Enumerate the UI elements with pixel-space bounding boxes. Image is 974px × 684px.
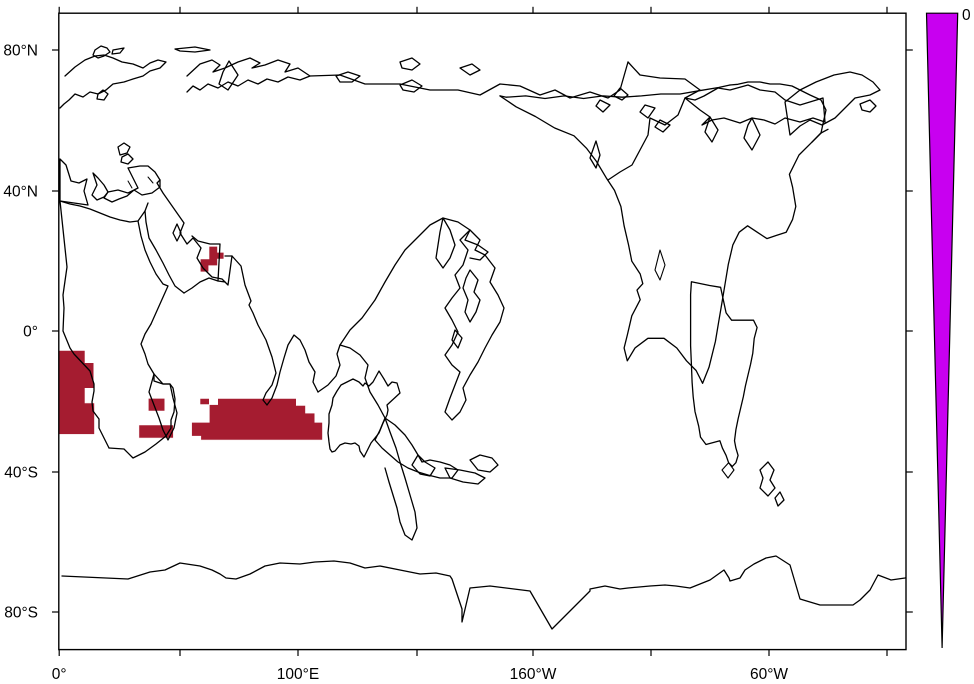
svg-text:0: 0 [962, 7, 971, 24]
svg-text:0°: 0° [23, 324, 38, 341]
svg-text:60°W: 60°W [750, 666, 788, 683]
svg-text:40°S: 40°S [4, 465, 38, 482]
svg-text:100°E: 100°E [277, 666, 319, 683]
svg-text:160°W: 160°W [510, 666, 557, 683]
svg-text:0°: 0° [52, 666, 67, 683]
svg-text:80°N: 80°N [3, 43, 38, 60]
svg-text:40°N: 40°N [3, 184, 38, 201]
svg-text:80°S: 80°S [4, 605, 38, 622]
